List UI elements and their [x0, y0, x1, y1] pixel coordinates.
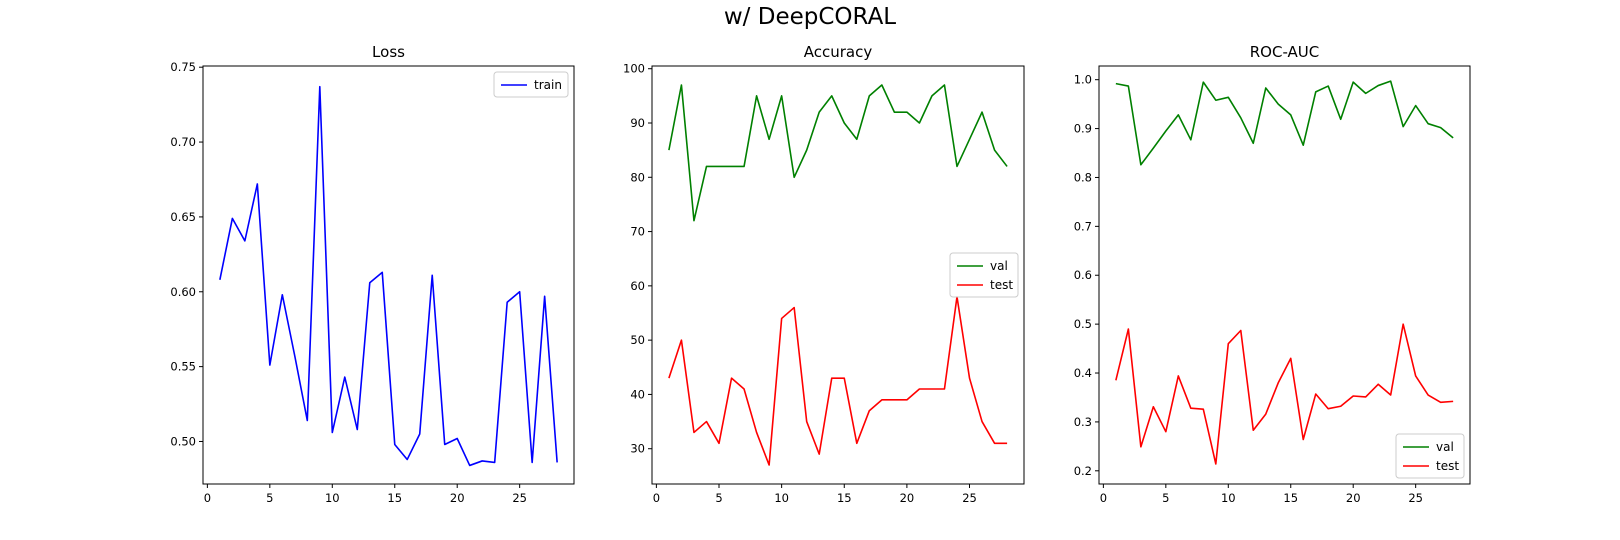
roc-auc-ytick-label: 0.4 — [1074, 366, 1092, 380]
loss-legend: train — [493, 71, 569, 98]
roc-auc-ytick-label: 0.3 — [1074, 415, 1092, 429]
loss-legend-label-train: train — [534, 78, 562, 92]
loss-ytick-label: 0.60 — [170, 285, 196, 299]
accuracy-ytick-label: 50 — [630, 333, 645, 347]
accuracy-ytick-label: 60 — [630, 279, 645, 293]
roc-auc-xtick-label: 5 — [1162, 491, 1169, 505]
accuracy-ytick-label: 70 — [630, 225, 645, 239]
loss-series-train — [219, 85, 558, 467]
loss-panel: Loss 0 5 10 15 20 25 0.50 0.55 0.60 0.65 0.70 0.75 tr… — [170, 43, 575, 505]
loss-title: Loss — [372, 43, 405, 61]
roc-auc-series-test — [1115, 323, 1454, 465]
loss-xtick-label: 0 — [204, 491, 211, 505]
roc-auc-xtick-label: 10 — [1221, 491, 1236, 505]
loss-xtick-label: 10 — [325, 491, 340, 505]
loss-xtick-label: 5 — [266, 491, 273, 505]
loss-ytick-label: 0.50 — [170, 434, 196, 448]
accuracy-title: Accuracy — [804, 43, 873, 61]
accuracy-xtick-label: 5 — [715, 491, 722, 505]
roc-auc-ytick-label: 0.5 — [1074, 317, 1092, 331]
roc-auc-ytick-label: 0.7 — [1074, 219, 1092, 233]
roc-auc-legend: val test — [1395, 433, 1465, 479]
accuracy-xtick-label: 20 — [900, 491, 915, 505]
loss-ytick-label: 0.65 — [170, 210, 196, 224]
roc-auc-legend-label-val: val — [1436, 440, 1454, 454]
accuracy-legend-box — [949, 252, 1019, 298]
loss-legend-box — [493, 71, 569, 98]
roc-auc-xtick-label: 15 — [1283, 491, 1298, 505]
loss-axes-frame — [202, 65, 575, 485]
roc-auc-panel: ROC-AUC 0 5 10 15 20 25 0.2 0.3 0.4 0.5 0.6 0.7 0.8 0.… — [1074, 43, 1471, 505]
loss-xtick-label: 20 — [450, 491, 465, 505]
roc-auc-ytick-label: 0.9 — [1074, 122, 1092, 136]
accuracy-series-test — [668, 295, 1008, 466]
figure-title: w/ DeepCORAL — [723, 4, 897, 30]
roc-auc-ytick-label: 0.6 — [1074, 268, 1092, 282]
roc-auc-title: ROC-AUC — [1250, 43, 1320, 61]
accuracy-legend-label-test: test — [990, 278, 1013, 292]
roc-auc-ytick-label: 1.0 — [1074, 73, 1092, 87]
accuracy-panel: Accuracy 0 5 10 15 20 25 30 40 50 60 70 80 90 100 val te… — [623, 43, 1025, 505]
loss-xtick-label: 15 — [387, 491, 402, 505]
loss-xtick-label: 25 — [512, 491, 527, 505]
accuracy-xtick-label: 0 — [653, 491, 660, 505]
roc-auc-series-val — [1115, 80, 1454, 166]
roc-auc-ytick-label: 0.8 — [1074, 170, 1092, 184]
loss-ytick-label: 0.70 — [170, 135, 196, 149]
roc-auc-xtick-label: 0 — [1100, 491, 1107, 505]
roc-auc-legend-label-test: test — [1436, 459, 1459, 473]
accuracy-xtick-label: 15 — [837, 491, 852, 505]
accuracy-ytick-label: 90 — [630, 116, 645, 130]
loss-ytick-label: 0.55 — [170, 360, 196, 374]
roc-auc-xtick-label: 20 — [1346, 491, 1361, 505]
accuracy-axes-frame — [651, 65, 1025, 485]
roc-auc-ytick-label: 0.2 — [1074, 464, 1092, 478]
accuracy-ytick-label: 100 — [623, 62, 645, 76]
roc-auc-xtick-label: 25 — [1408, 491, 1423, 505]
accuracy-xtick-label: 25 — [962, 491, 977, 505]
accuracy-xtick-label: 10 — [774, 491, 789, 505]
accuracy-legend: val test — [949, 252, 1019, 298]
accuracy-legend-label-val: val — [990, 259, 1008, 273]
roc-auc-axes-frame — [1098, 65, 1471, 485]
accuracy-ytick-label: 30 — [630, 442, 645, 456]
accuracy-ytick-label: 40 — [630, 387, 645, 401]
roc-auc-legend-box — [1395, 433, 1465, 479]
loss-ytick-label: 0.75 — [170, 60, 196, 74]
accuracy-series-val — [668, 84, 1008, 222]
accuracy-ytick-label: 80 — [630, 170, 645, 184]
